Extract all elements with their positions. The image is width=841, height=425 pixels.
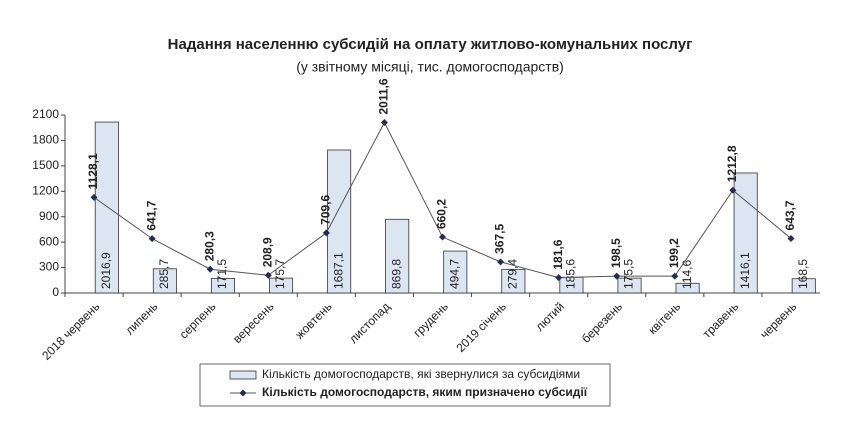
bar-value-label: 279,4 bbox=[506, 259, 520, 289]
bar bbox=[617, 277, 642, 294]
y-tick-label: 1500 bbox=[32, 158, 59, 172]
chart-subtitle: (у звітному місяці, тис. домогосподарств… bbox=[296, 59, 564, 75]
bar-value-label: 869,8 bbox=[389, 259, 403, 289]
x-tick-label: лютий bbox=[533, 299, 567, 333]
bar bbox=[152, 268, 177, 294]
line-value-label: 198,5 bbox=[609, 238, 623, 268]
legend-label: Кількість домогосподарств, яким призначе… bbox=[262, 385, 588, 399]
line-value-label: 1212,8 bbox=[725, 145, 739, 182]
line-marker bbox=[555, 274, 563, 282]
bar bbox=[210, 278, 235, 294]
line-marker bbox=[322, 229, 330, 237]
bar-value-label: 285,7 bbox=[157, 259, 171, 289]
x-tick-label: 2019 січень bbox=[453, 299, 509, 355]
bar-value-label: 494,7 bbox=[447, 259, 461, 289]
line-marker bbox=[787, 234, 795, 242]
bar bbox=[443, 250, 468, 294]
line-value-label: 367,5 bbox=[493, 223, 507, 253]
bar bbox=[501, 268, 526, 294]
x-tick-label: квітень bbox=[646, 299, 684, 337]
line-marker bbox=[671, 272, 679, 280]
x-tick-label: вересень bbox=[230, 299, 277, 346]
line-value-label: 1128,1 bbox=[86, 153, 100, 189]
x-tick-label: серпень bbox=[177, 299, 219, 341]
line-value-label: 181,6 bbox=[551, 239, 565, 269]
line-value-label: 643,7 bbox=[783, 200, 797, 230]
y-tick-label: 900 bbox=[39, 209, 59, 223]
y-tick-label: 300 bbox=[39, 260, 59, 274]
bar bbox=[385, 218, 410, 294]
y-tick-label: 0 bbox=[52, 285, 59, 299]
bar-value-label: 171,5 bbox=[215, 259, 229, 289]
line-value-label: 641,7 bbox=[144, 200, 158, 230]
line-marker bbox=[148, 235, 156, 243]
y-tick-label: 1800 bbox=[32, 133, 59, 147]
x-tick-label: листопад bbox=[346, 299, 393, 346]
line-value-label: 208,9 bbox=[260, 237, 274, 267]
line-marker bbox=[729, 186, 737, 194]
line-value-label: 280,3 bbox=[202, 231, 216, 261]
line-value-label: 199,2 bbox=[667, 238, 681, 268]
x-tick-label: 2018 червень bbox=[39, 299, 102, 362]
bar-value-label: 2016,9 bbox=[99, 252, 113, 289]
bar bbox=[269, 277, 294, 294]
x-tick-label: жовтень bbox=[292, 299, 334, 341]
x-tick-label: грудень bbox=[411, 299, 451, 339]
y-tick-label: 1200 bbox=[32, 183, 59, 197]
line-value-label: 2011,6 bbox=[377, 78, 391, 114]
legend-box bbox=[199, 363, 611, 407]
bar-value-label: 168,5 bbox=[796, 259, 810, 289]
line-value-label: 709,6 bbox=[319, 194, 333, 224]
x-tick-label: березень bbox=[579, 299, 625, 345]
line-marker bbox=[613, 272, 621, 280]
y-tick-label: 600 bbox=[39, 234, 59, 248]
bar-value-label: 175,7 bbox=[273, 259, 287, 289]
line-marker bbox=[90, 193, 98, 201]
bar bbox=[791, 278, 816, 294]
line-value-label: 660,2 bbox=[435, 199, 449, 229]
line-marker bbox=[497, 258, 505, 266]
x-tick-label: червень bbox=[757, 299, 799, 341]
legend-marker bbox=[239, 389, 247, 397]
bar-value-label: 175,5 bbox=[622, 259, 636, 289]
bar bbox=[327, 149, 352, 294]
bar-value-label: 1416,1 bbox=[738, 252, 752, 289]
bar-value-label: 1687,1 bbox=[331, 252, 345, 289]
y-tick-label: 2100 bbox=[32, 107, 59, 121]
line-marker bbox=[264, 271, 272, 279]
line-marker bbox=[439, 233, 446, 241]
legend-label: Кількість домогосподарств, які звернулис… bbox=[262, 367, 580, 381]
bar bbox=[675, 282, 700, 294]
bar-value-label: 185,6 bbox=[564, 259, 578, 289]
x-tick-label: липень bbox=[122, 299, 160, 337]
chart-title: Надання населенню субсидій на оплату жит… bbox=[168, 36, 693, 53]
bar-value-label: 114,6 bbox=[680, 260, 694, 289]
line-marker bbox=[380, 118, 388, 126]
legend-swatch bbox=[229, 370, 257, 380]
x-tick-label: травень bbox=[700, 299, 741, 340]
bar bbox=[94, 121, 119, 294]
bar bbox=[733, 172, 758, 294]
line-marker bbox=[206, 265, 214, 273]
